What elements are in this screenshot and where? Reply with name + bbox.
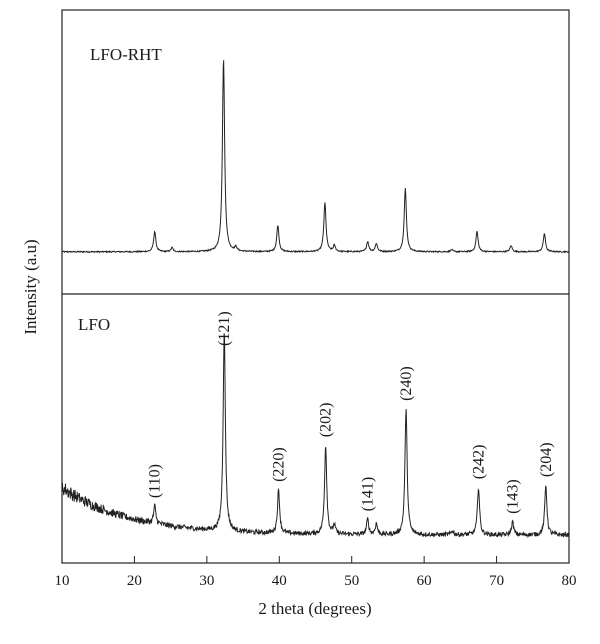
panel-label: LFO [78,315,110,334]
peak-label: (240) [398,366,415,401]
x-tick-label: 50 [344,573,359,589]
x-tick-label: 20 [127,573,142,589]
x-axis-label: 2 theta (degrees) [258,599,371,618]
peak-label: (242) [471,445,488,480]
y-axis-label: Intensity (a.u) [21,239,40,334]
x-tick-label: 60 [417,573,432,589]
panel-label: LFO-RHT [90,45,162,64]
peak-label: (202) [318,403,335,438]
x-tick-label: 80 [562,573,577,589]
x-tick-label: 30 [199,573,214,589]
panel-lfo-rht: LFO-RHT [61,45,570,254]
series-line-lfo-rht [61,60,570,254]
x-tick-label: 40 [272,573,287,589]
x-tick-label: 70 [489,573,504,589]
peak-label: (143) [505,479,522,514]
x-tick-label: 10 [55,573,70,589]
plot-frame [61,9,570,564]
panel-lfo: LFO (110) (121) (220) (202) (141) (240) (242) (1… [61,311,570,539]
peak-label: (110) [147,464,164,498]
peak-label: (204) [538,442,555,477]
peak-label: (121) [216,311,233,346]
x-axis: 10 20 30 40 50 60 70 80 [55,556,577,589]
peak-label: (141) [360,477,377,512]
peak-label: (220) [271,447,288,482]
series-line-lfo [61,333,570,539]
